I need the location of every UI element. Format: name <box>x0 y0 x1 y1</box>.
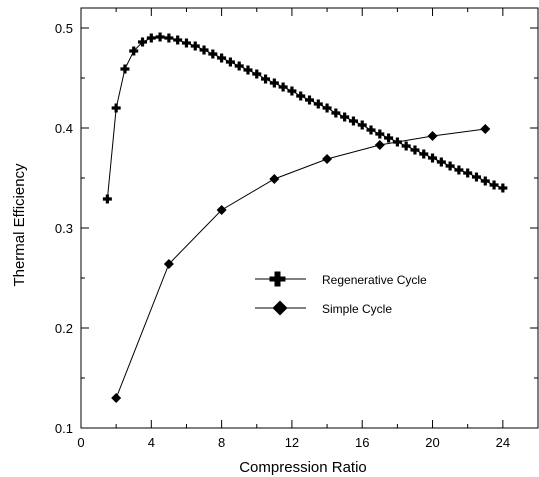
data-point-plus <box>155 32 165 42</box>
x-tick-label: 16 <box>355 435 369 450</box>
data-point-plus <box>480 176 490 186</box>
legend-label-simple: Simple Cycle <box>322 302 392 316</box>
data-point-plus <box>181 38 191 48</box>
data-point-diamond <box>322 154 333 164</box>
data-point-plus <box>471 172 481 182</box>
data-point-plus <box>146 33 156 43</box>
data-point-plus <box>313 99 323 109</box>
data-point-plus <box>445 161 455 171</box>
x-tick-label: 4 <box>148 435 155 450</box>
y-tick-label: 0.3 <box>55 221 73 236</box>
data-point-plus <box>138 37 148 47</box>
data-point-plus <box>305 95 314 105</box>
series-line <box>106 36 503 200</box>
legend: Regenerative Cycle Simple Cycle <box>255 271 427 316</box>
series-simple-cycle <box>111 124 491 403</box>
series <box>102 32 508 403</box>
data-point-plus <box>173 35 183 45</box>
series-line <box>115 128 486 399</box>
data-point-plus <box>419 149 429 159</box>
legend-marker-regenerative <box>269 271 286 287</box>
data-point-plus <box>120 64 130 74</box>
x-tick-label: 24 <box>496 435 510 450</box>
data-point-plus <box>208 49 218 59</box>
data-point-plus <box>261 74 271 84</box>
series-regenerative-cycle <box>102 32 508 204</box>
x-tick-label: 0 <box>77 435 84 450</box>
y-axis-label: Thermal Efficiency <box>11 163 28 287</box>
data-point-plus <box>190 41 200 51</box>
data-point-plus <box>269 78 279 88</box>
plot-area-border <box>80 7 539 429</box>
data-point-plus <box>401 141 411 151</box>
data-point-plus <box>252 69 262 79</box>
data-point-plus <box>384 133 394 143</box>
y-tick-label: 0.1 <box>55 421 73 436</box>
data-point-diamond <box>216 205 227 215</box>
y-tick-label: 0.2 <box>55 321 73 336</box>
data-point-plus <box>357 120 367 130</box>
data-point-diamond <box>163 259 174 269</box>
data-point-plus <box>498 183 508 193</box>
data-point-plus <box>102 194 112 204</box>
legend-label-regenerative: Regenerative Cycle <box>322 273 427 287</box>
data-point-plus <box>436 157 446 167</box>
legend-marker-simple <box>272 300 288 316</box>
data-point-diamond <box>374 140 385 150</box>
data-point-plus <box>278 82 288 92</box>
data-point-plus <box>340 112 350 122</box>
data-point-plus <box>243 65 253 75</box>
x-tick-label: 20 <box>425 435 439 450</box>
data-point-plus <box>366 125 376 135</box>
plot-frame <box>80 7 539 429</box>
y-tick-label: 0.5 <box>55 21 73 36</box>
data-point-diamond <box>111 393 122 403</box>
data-point-plus <box>463 168 473 178</box>
x-tick-label: 8 <box>218 435 225 450</box>
data-point-plus <box>296 91 306 101</box>
data-point-plus <box>234 61 244 71</box>
data-point-plus <box>217 53 227 63</box>
data-point-plus <box>375 129 385 139</box>
data-point-plus <box>322 103 332 113</box>
data-point-plus <box>199 45 209 55</box>
data-point-diamond <box>480 124 491 134</box>
data-point-plus <box>348 116 358 126</box>
data-point-plus <box>111 103 121 113</box>
x-tick-labels: 0 4 8 12 16 20 24 <box>77 435 510 450</box>
data-point-plus <box>489 180 499 190</box>
data-point-plus <box>410 145 420 155</box>
data-point-plus <box>331 108 341 118</box>
y-tick-labels: 0.1 0.2 0.3 0.4 0.5 <box>55 21 73 436</box>
data-point-plus <box>225 57 235 67</box>
axis-ticks <box>80 8 539 429</box>
x-axis-label: Compression Ratio <box>239 459 367 476</box>
data-point-plus <box>428 153 438 163</box>
x-tick-label: 12 <box>285 435 299 450</box>
data-point-diamond <box>427 131 438 141</box>
data-point-plus <box>287 86 297 96</box>
data-point-plus <box>129 46 139 56</box>
data-point-plus <box>454 165 464 175</box>
data-point-diamond <box>269 174 280 184</box>
data-point-plus <box>164 33 174 43</box>
y-tick-label: 0.4 <box>55 121 73 136</box>
